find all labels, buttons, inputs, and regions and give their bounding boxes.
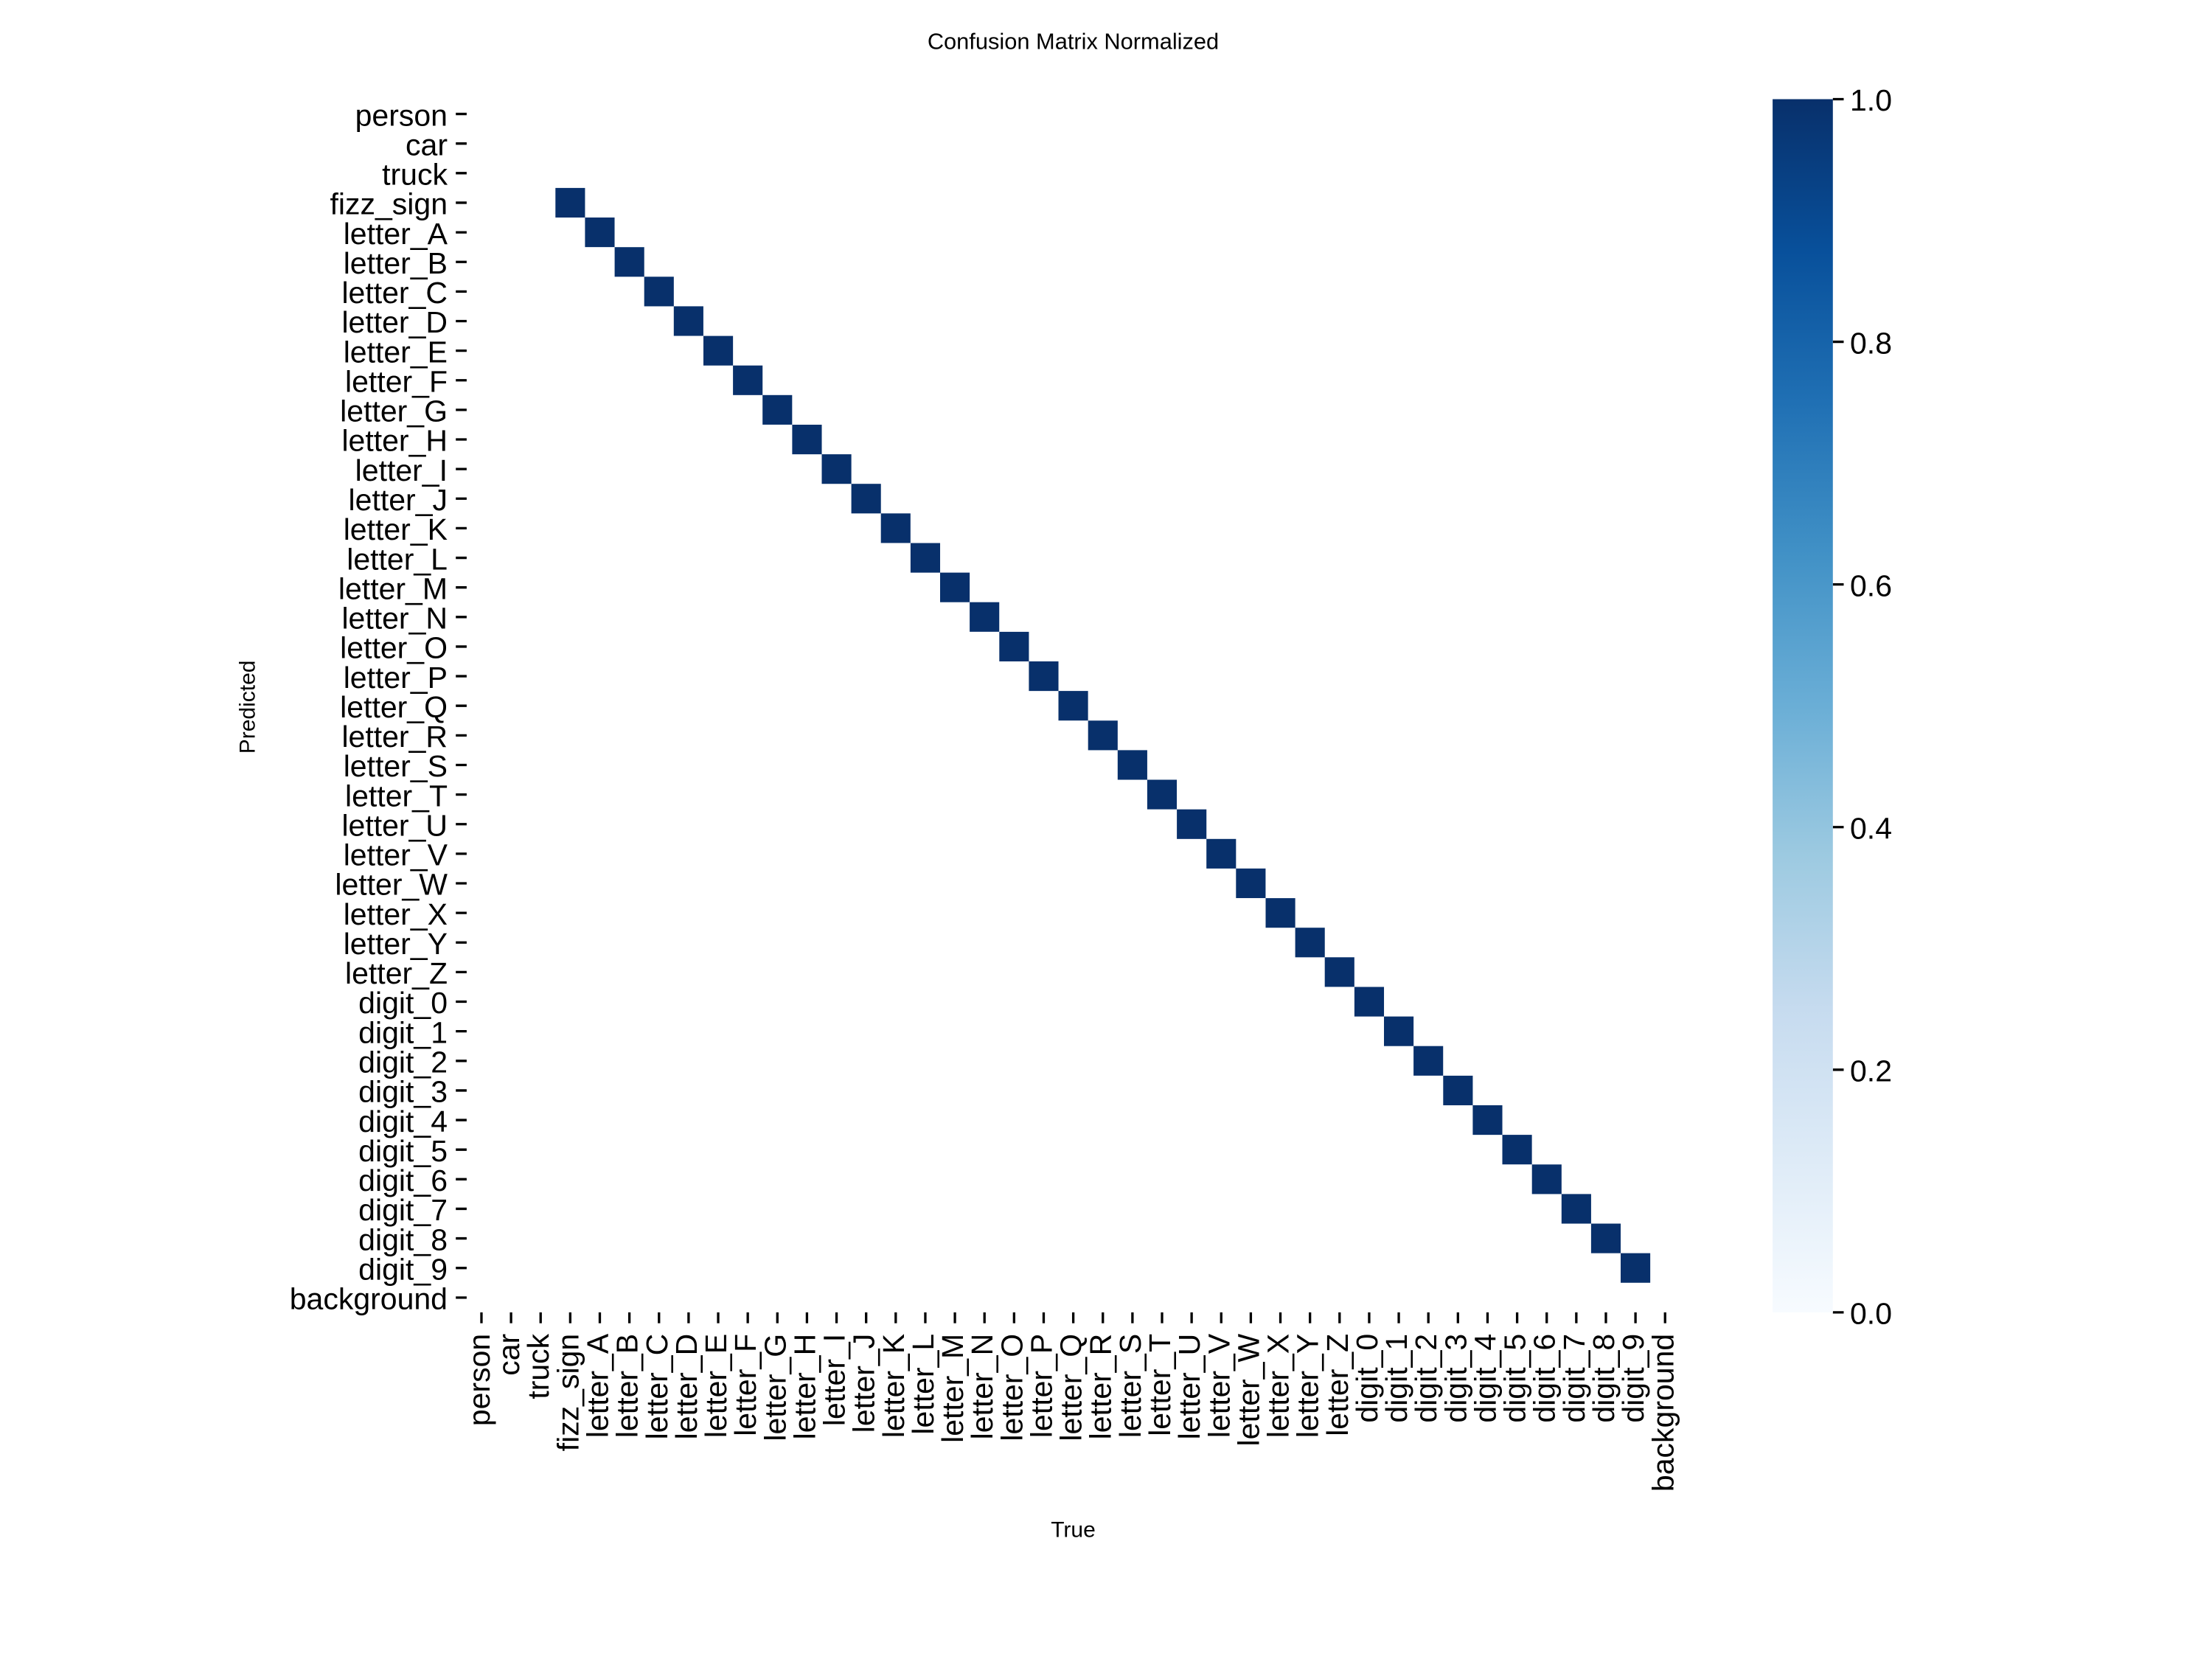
svg-text:0.2: 0.2: [1850, 1054, 1892, 1088]
svg-text:letter_S: letter_S: [344, 749, 448, 783]
svg-text:0.8: 0.8: [1850, 326, 1892, 360]
svg-text:letter_D: letter_D: [669, 1334, 703, 1440]
svg-text:digit_4: digit_4: [358, 1105, 448, 1138]
svg-text:letter_O: letter_O: [340, 631, 448, 665]
svg-text:letter_J: letter_J: [847, 1334, 881, 1433]
svg-text:letter_Z: letter_Z: [345, 956, 448, 990]
svg-text:letter_V: letter_V: [344, 838, 448, 872]
svg-text:letter_Z: letter_Z: [1321, 1334, 1354, 1436]
svg-text:car: car: [406, 128, 448, 161]
svg-text:letter_W: letter_W: [1231, 1334, 1265, 1447]
svg-text:letter_X: letter_X: [1262, 1334, 1295, 1438]
svg-text:letter_D: letter_D: [341, 305, 448, 339]
svg-text:truck: truck: [382, 158, 448, 192]
svg-text:letter_X: letter_X: [344, 897, 448, 931]
svg-text:letter_E: letter_E: [344, 335, 448, 369]
svg-text:letter_Q: letter_Q: [340, 690, 448, 724]
svg-text:letter_G: letter_G: [340, 394, 448, 428]
svg-text:letter_Y: letter_Y: [1291, 1334, 1325, 1438]
svg-text:digit_2: digit_2: [358, 1045, 448, 1079]
svg-text:letter_A: letter_A: [580, 1333, 614, 1438]
svg-text:letter_M: letter_M: [936, 1334, 970, 1443]
svg-text:letter_N: letter_N: [965, 1334, 999, 1440]
svg-text:letter_E: letter_E: [699, 1334, 733, 1438]
svg-text:background: background: [290, 1282, 448, 1316]
svg-text:letter_I: letter_I: [818, 1334, 852, 1426]
svg-text:digit_1: digit_1: [358, 1015, 448, 1049]
svg-text:letter_I: letter_I: [355, 453, 448, 487]
svg-text:letter_V: letter_V: [1202, 1333, 1236, 1438]
svg-text:digit_6: digit_6: [358, 1164, 448, 1197]
svg-text:background: background: [1646, 1334, 1680, 1492]
svg-text:1.0: 1.0: [1850, 83, 1892, 117]
svg-text:letter_H: letter_H: [341, 424, 448, 458]
svg-text:digit_8: digit_8: [1587, 1334, 1621, 1423]
svg-text:letter_M: letter_M: [338, 571, 448, 605]
svg-text:letter_G: letter_G: [758, 1334, 792, 1441]
svg-text:letter_U: letter_U: [1172, 1334, 1206, 1440]
svg-text:letter_S: letter_S: [1113, 1334, 1147, 1438]
svg-text:person: person: [462, 1334, 496, 1426]
svg-text:letter_B: letter_B: [611, 1334, 644, 1438]
svg-text:letter_A: letter_A: [344, 217, 448, 251]
svg-text:letter_B: letter_B: [344, 246, 448, 280]
svg-text:letter_O: letter_O: [995, 1334, 1029, 1441]
svg-text:truck: truck: [521, 1333, 555, 1399]
svg-text:fizz_sign: fizz_sign: [551, 1334, 585, 1452]
svg-text:digit_8: digit_8: [358, 1222, 448, 1256]
svg-text:letter_Q: letter_Q: [1054, 1334, 1088, 1441]
svg-text:digit_1: digit_1: [1380, 1334, 1413, 1423]
svg-text:letter_C: letter_C: [640, 1334, 674, 1440]
svg-text:letter_P: letter_P: [1024, 1334, 1058, 1438]
svg-text:Predicted: Predicted: [236, 661, 260, 754]
svg-text:Confusion Matrix Normalized: Confusion Matrix Normalized: [928, 29, 1219, 55]
svg-text:0.0: 0.0: [1850, 1297, 1892, 1331]
svg-text:digit_5: digit_5: [358, 1134, 448, 1168]
svg-text:digit_9: digit_9: [358, 1252, 448, 1286]
svg-text:digit_7: digit_7: [1557, 1334, 1591, 1423]
svg-text:0.6: 0.6: [1850, 568, 1892, 602]
svg-text:letter_L: letter_L: [347, 542, 448, 576]
svg-text:letter_K: letter_K: [344, 512, 448, 546]
svg-text:letter_H: letter_H: [787, 1334, 821, 1440]
svg-text:letter_R: letter_R: [1084, 1334, 1118, 1440]
svg-text:letter_T: letter_T: [345, 779, 448, 813]
svg-text:letter_R: letter_R: [341, 720, 448, 754]
svg-text:letter_K: letter_K: [877, 1334, 911, 1438]
svg-text:letter_J: letter_J: [349, 483, 448, 517]
svg-text:digit_7: digit_7: [358, 1193, 448, 1227]
svg-text:car: car: [492, 1334, 526, 1376]
svg-text:letter_Y: letter_Y: [344, 927, 448, 961]
svg-text:fizz_sign: fizz_sign: [330, 187, 448, 221]
svg-text:letter_C: letter_C: [341, 276, 448, 310]
svg-text:digit_3: digit_3: [1439, 1334, 1472, 1423]
svg-text:digit_0: digit_0: [358, 986, 448, 1020]
svg-text:digit_9: digit_9: [1616, 1334, 1650, 1423]
svg-text:digit_2: digit_2: [1409, 1334, 1443, 1423]
svg-text:digit_5: digit_5: [1498, 1334, 1532, 1423]
svg-text:True: True: [1051, 1517, 1096, 1542]
svg-text:letter_N: letter_N: [341, 602, 448, 636]
svg-text:letter_W: letter_W: [335, 868, 448, 902]
svg-text:letter_F: letter_F: [728, 1334, 762, 1436]
svg-text:letter_F: letter_F: [345, 364, 448, 398]
svg-text:person: person: [355, 98, 448, 132]
svg-text:digit_3: digit_3: [358, 1075, 448, 1109]
svg-text:letter_U: letter_U: [341, 808, 448, 842]
svg-text:digit_0: digit_0: [1350, 1334, 1384, 1423]
svg-text:letter_L: letter_L: [906, 1334, 940, 1435]
svg-text:letter_T: letter_T: [1143, 1334, 1177, 1436]
svg-text:0.4: 0.4: [1850, 811, 1892, 845]
svg-text:digit_6: digit_6: [1528, 1334, 1562, 1423]
svg-text:letter_P: letter_P: [344, 661, 448, 695]
svg-text:digit_4: digit_4: [1468, 1334, 1502, 1423]
